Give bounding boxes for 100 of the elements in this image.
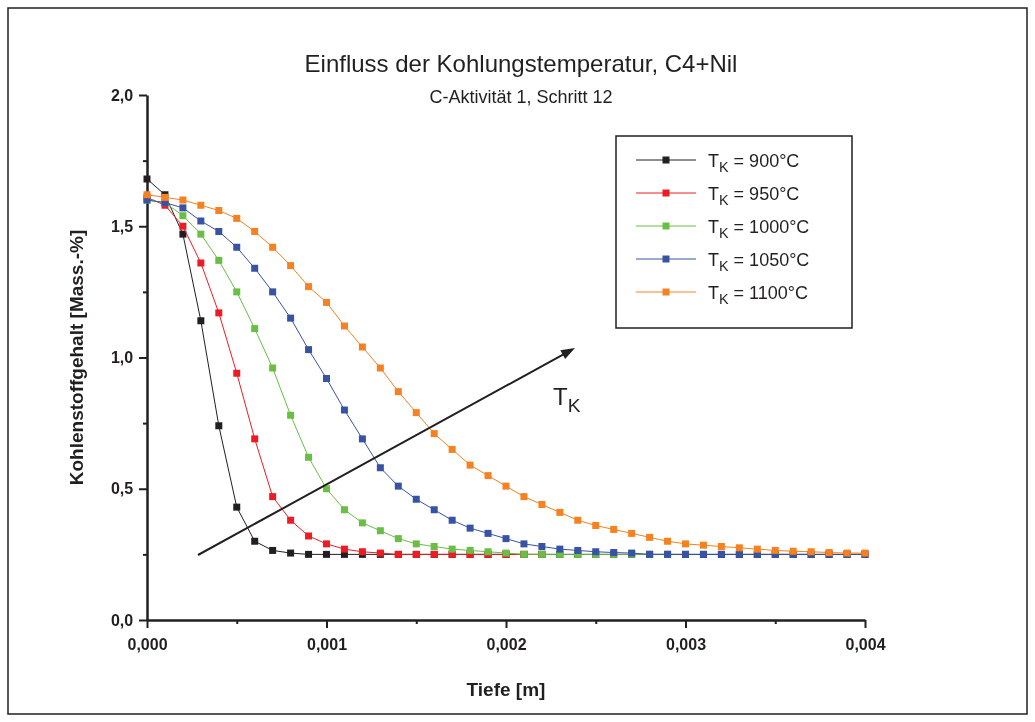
point — [520, 540, 528, 548]
y-tick-label: 0,0 — [110, 611, 134, 629]
legend-label: T$_{K}$ = 900°C — [708, 151, 800, 175]
point — [179, 196, 187, 204]
legend-label: T$_{K}$ = 1050°C — [708, 250, 810, 274]
point — [394, 482, 402, 490]
point — [269, 546, 277, 554]
point — [215, 256, 223, 264]
point — [197, 259, 205, 267]
legend-label: T$_{K}$ = 1100°C — [708, 283, 809, 307]
point — [358, 435, 366, 443]
point — [574, 516, 582, 524]
point — [179, 204, 187, 212]
y-tick-label: 1,5 — [110, 217, 134, 235]
point — [574, 546, 582, 554]
chart-title: Einfluss der Kohlungstemperatur, C4+Nil — [304, 50, 738, 77]
point — [251, 228, 259, 235]
point — [753, 545, 761, 553]
point — [305, 453, 313, 461]
point — [233, 369, 241, 377]
point — [628, 529, 636, 537]
point — [466, 524, 474, 532]
point — [771, 546, 779, 554]
point — [735, 544, 743, 552]
point — [251, 537, 259, 545]
point — [143, 175, 151, 183]
point — [323, 540, 330, 548]
point — [340, 406, 348, 414]
point — [682, 540, 689, 548]
point — [251, 435, 259, 443]
x-axis-title: Tiefe [m] — [466, 679, 546, 700]
chart-subtitle: C-Aktivität 1, Schritt 12 — [429, 87, 613, 107]
point — [646, 533, 654, 541]
point — [448, 445, 456, 453]
point — [538, 543, 546, 550]
point — [340, 322, 348, 330]
point — [305, 532, 313, 540]
point — [215, 422, 223, 430]
point — [287, 314, 295, 322]
x-tick-label: 0,001 — [306, 635, 348, 653]
point — [358, 519, 366, 527]
point — [287, 411, 295, 419]
point — [538, 501, 546, 508]
point — [305, 283, 313, 291]
point — [197, 217, 205, 225]
point — [305, 550, 313, 558]
point — [484, 472, 492, 480]
y-axis-title: Kohlenstoffgehalt [Mass.-%] — [66, 229, 87, 486]
point — [323, 375, 330, 382]
point — [269, 243, 277, 251]
point — [197, 201, 205, 209]
point — [340, 506, 348, 514]
point — [305, 346, 313, 354]
point — [323, 550, 330, 558]
point — [197, 317, 205, 325]
point — [430, 506, 438, 514]
point — [287, 516, 295, 524]
x-tick-label: 0,002 — [486, 635, 527, 653]
point — [430, 430, 438, 438]
point — [556, 545, 564, 553]
point — [376, 464, 384, 472]
point — [699, 541, 707, 549]
point — [430, 543, 438, 550]
y-tick-label: 2,0 — [110, 86, 134, 104]
point — [376, 364, 384, 372]
point — [412, 409, 420, 417]
point — [269, 288, 277, 296]
point — [233, 243, 241, 251]
point — [412, 495, 420, 503]
point — [394, 535, 402, 543]
point — [215, 228, 223, 235]
y-tick-label: 1,0 — [110, 349, 134, 367]
point — [287, 262, 295, 270]
annotation: T$_{K}$ — [553, 383, 581, 416]
point — [448, 516, 456, 524]
point — [197, 230, 205, 238]
point — [717, 543, 725, 550]
point — [179, 222, 187, 230]
point — [251, 325, 259, 333]
point — [215, 207, 223, 214]
point — [376, 527, 384, 535]
point — [251, 264, 259, 272]
x-tick-label: 0,003 — [665, 635, 707, 653]
point — [556, 508, 564, 516]
point — [269, 493, 277, 501]
point — [358, 343, 366, 351]
y-tick-label: 0,5 — [110, 480, 134, 498]
point — [233, 214, 241, 222]
point — [215, 309, 223, 317]
point — [179, 212, 187, 220]
point — [502, 482, 510, 490]
point — [179, 230, 187, 238]
point — [484, 529, 492, 537]
point — [269, 364, 277, 372]
point — [287, 549, 295, 557]
point — [394, 388, 402, 396]
point — [664, 537, 672, 545]
point — [448, 545, 456, 553]
x-tick-label: 0,000 — [127, 635, 168, 653]
point — [233, 288, 241, 296]
